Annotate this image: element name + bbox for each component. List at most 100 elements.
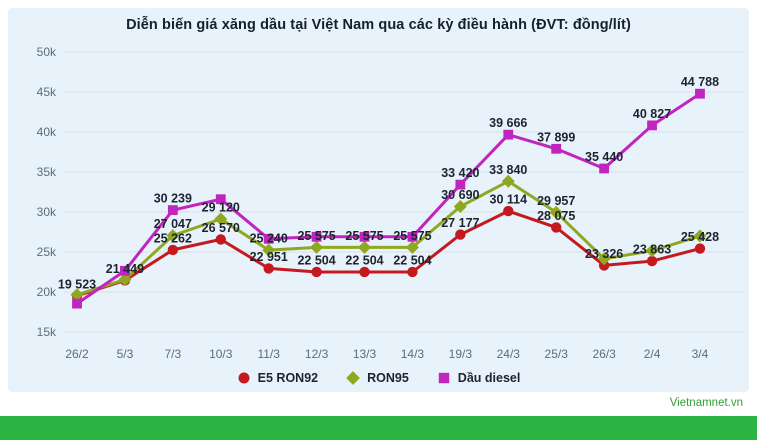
- x-axis-tick-label: 12/3: [305, 347, 329, 361]
- data-label-e5-ron92: 27 177: [441, 216, 479, 230]
- data-label-ron95: 29 957: [537, 194, 575, 208]
- data-point-e5-ron92: [503, 205, 514, 217]
- data-point-ron95: [166, 229, 180, 243]
- y-axis-tick-label: 30k: [37, 205, 57, 219]
- data-label-e5-ron92: 22 504: [393, 253, 431, 267]
- x-axis-tick-label: 26/3: [592, 347, 616, 361]
- data-point-ron95: [262, 243, 276, 257]
- data-point-ron95: [501, 174, 515, 188]
- data-label-ron95: 25 575: [345, 229, 383, 243]
- source-credit[interactable]: Vietnamnet.vn: [669, 397, 743, 409]
- data-point-ron95: [214, 212, 228, 226]
- d-u-diesel-legend-marker-icon: [438, 372, 449, 384]
- x-axis-tick-label: 19/3: [449, 347, 473, 361]
- chart-svg: 50k 45k 40k 35k 30k 25k 20k 15k 26/2 5/3 7/3 10/3 11…: [37, 45, 744, 361]
- x-axis-tick-label: 10/3: [209, 347, 233, 361]
- data-label-d-u-diesel: 44 788: [681, 75, 719, 89]
- ron95-legend-marker: [346, 371, 360, 385]
- d-u-diesel-legend-marker: [438, 372, 449, 384]
- data-point-ron95: [310, 240, 324, 254]
- data-point-e5-ron92: [311, 266, 322, 278]
- data-label-ron95: 27 047: [154, 217, 192, 231]
- data-label-d-u-diesel: 35 440: [585, 150, 623, 164]
- data-point-e5-ron92: [646, 255, 658, 267]
- data-label-d-u-diesel: 40 827: [633, 107, 671, 121]
- data-point-ron95: [453, 199, 467, 213]
- data-label-e5-ron92: 26 570: [202, 221, 240, 235]
- x-axis-tick-label: 25/3: [545, 347, 569, 361]
- data-point-e5-ron92: [359, 266, 370, 278]
- data-point-d-u-diesel: [120, 265, 130, 276]
- data-label-d-u-diesel: 39 666: [489, 116, 527, 130]
- ron95-legend-marker-icon: [346, 371, 360, 385]
- y-axis-tick-label: 15k: [37, 325, 57, 339]
- data-label-e5-ron92: 23 863: [633, 243, 671, 257]
- data-point-ron95: [70, 288, 84, 302]
- data-label-d-u-diesel: 37 899: [537, 130, 575, 144]
- data-label-e5-ron92: 22 951: [250, 250, 288, 264]
- data-point-ron95: [693, 229, 707, 243]
- data-point-d-u-diesel: [263, 233, 274, 244]
- data-point-e5-ron92: [263, 263, 274, 274]
- chart-legend: E5 RON92 RON95 Dầu diesel: [8, 371, 749, 385]
- y-axis-tick-label: 20k: [37, 285, 57, 299]
- data-point-e5-ron92: [455, 229, 466, 240]
- data-label-e5-ron92: 23 326: [585, 247, 623, 261]
- data-point-d-u-diesel: [215, 194, 226, 205]
- data-label-ron95: 29 120: [202, 201, 240, 215]
- legend-label: E5 RON92: [257, 371, 319, 385]
- data-point-d-u-diesel: [455, 179, 466, 190]
- data-point-d-u-diesel: [599, 163, 610, 174]
- e5-ron92-legend-marker-icon: [238, 372, 250, 384]
- x-axis-tick-label: 2/4: [644, 347, 661, 361]
- data-label-ron95: 30 690: [441, 188, 479, 202]
- legend-item-ron95[interactable]: RON95: [346, 371, 409, 385]
- x-axis-tick-label: 24/3: [497, 347, 521, 361]
- x-axis-tick-label: 14/3: [401, 347, 425, 361]
- data-label-e5-ron92: 21 449: [106, 262, 144, 276]
- data-point-d-u-diesel: [359, 231, 370, 242]
- footer-bar: [0, 416, 757, 440]
- x-axis-tick-label: 7/3: [164, 347, 181, 361]
- e5-ron92-legend-marker: [238, 372, 250, 384]
- data-point-e5-ron92: [407, 266, 418, 278]
- data-point-ron95: [549, 205, 563, 219]
- data-label-e5-ron92: 22 504: [297, 253, 335, 267]
- data-label-ron95: 33 840: [489, 163, 527, 177]
- data-point-d-u-diesel: [72, 298, 82, 309]
- data-point-d-u-diesel: [407, 231, 418, 242]
- legend-item-d-u-diesel[interactable]: Dầu diesel: [437, 371, 520, 385]
- x-axis-tick-label: 11/3: [257, 347, 280, 361]
- y-axis-tick-label: 45k: [37, 85, 57, 99]
- data-point-ron95: [645, 244, 659, 258]
- data-point-e5-ron92: [215, 234, 226, 245]
- data-label-e5-ron92: 19 523: [58, 277, 96, 291]
- legend-item-e5-ron92[interactable]: E5 RON92: [237, 371, 318, 385]
- data-label-d-u-diesel: 30 239: [154, 192, 192, 206]
- data-label-e5-ron92: 22 504: [345, 253, 383, 267]
- data-point-ron95: [405, 240, 419, 254]
- data-label-e5-ron92: 28 075: [537, 209, 575, 223]
- data-label-e5-ron92: 25 428: [681, 230, 719, 244]
- chart-title: Diễn biến giá xăng dầu tại Việt Nam qua …: [126, 17, 631, 33]
- data-point-d-u-diesel: [167, 205, 178, 215]
- x-axis-tick-label: 13/3: [353, 347, 377, 361]
- x-axis-tick-label: 26/2: [65, 347, 89, 361]
- data-point-d-u-diesel: [503, 129, 514, 140]
- y-axis-tick-label: 35k: [37, 165, 57, 179]
- data-point-d-u-diesel: [551, 143, 562, 154]
- data-point-e5-ron92: [694, 243, 706, 254]
- data-point-ron95: [118, 273, 132, 287]
- data-label-ron95: 25 575: [297, 229, 335, 243]
- data-point-d-u-diesel: [695, 88, 705, 99]
- data-label-e5-ron92: 30 114: [490, 193, 528, 207]
- legend-label: RON95: [367, 371, 409, 385]
- y-axis-tick-label: 40k: [37, 125, 57, 139]
- data-label-d-u-diesel: 33 420: [441, 166, 479, 180]
- data-point-e5-ron92: [167, 244, 179, 256]
- series-line-d-u-diesel: [76, 92, 701, 305]
- data-point-d-u-diesel: [647, 120, 657, 131]
- data-point-ron95: [358, 240, 372, 254]
- chart-panel: 50k 45k 40k 35k 30k 25k 20k 15k 26/2 5/3 7/3 10/3 11…: [8, 8, 749, 392]
